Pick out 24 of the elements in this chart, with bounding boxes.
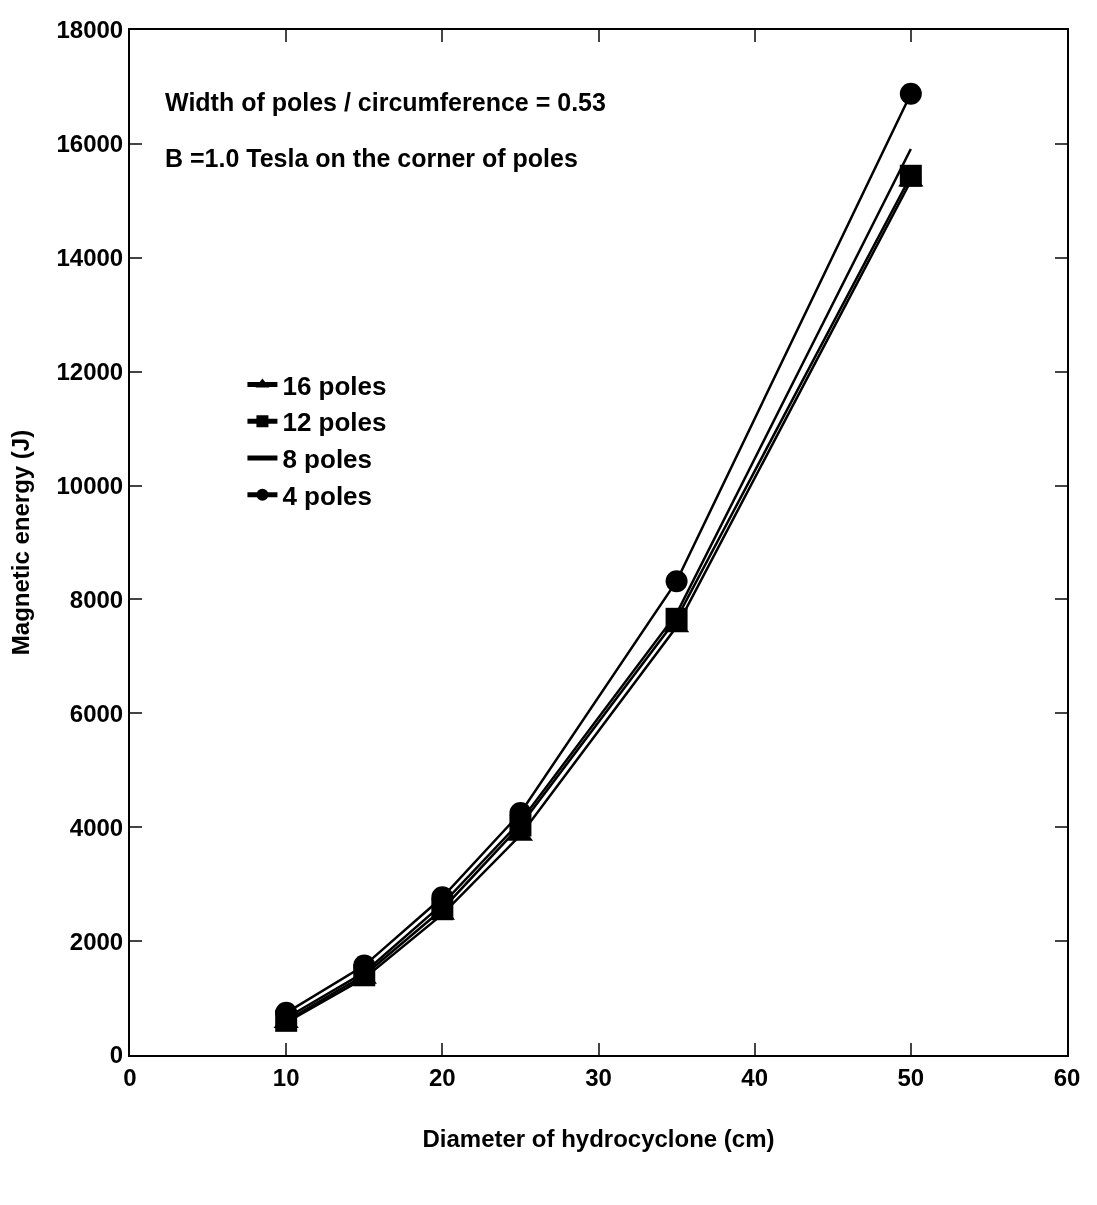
y-tick-label: 0 [109,1041,124,1069]
legend-label: 4 poles [282,480,373,511]
x-tick-label: 40 [741,1063,769,1091]
y-tick-label: 10000 [56,471,124,499]
y-tick-label: 14000 [56,244,124,272]
annotation: B =1.0 Tesla on the corner of poles [165,144,578,172]
y-axis-title: Magnetic energy (J) [7,429,35,656]
x-tick-label: 60 [1053,1063,1081,1091]
x-axis-title: Diameter of hydrocyclone (cm) [422,1124,775,1152]
x-tick-label: 20 [428,1063,456,1091]
annotation: Width of poles / circumference = 0.53 [165,88,606,116]
legend-label: 16 poles [282,370,387,401]
y-tick-label: 2000 [69,927,124,955]
y-tick-label: 16000 [56,130,124,158]
x-tick-label: 10 [272,1063,300,1091]
x-tick-label: 30 [585,1063,612,1091]
legend-label: 8 poles [282,444,373,475]
y-tick-label: 4000 [69,813,124,841]
y-tick-label: 8000 [69,585,124,613]
y-tick-label: 12000 [56,358,124,386]
y-tick-label: 6000 [69,699,124,727]
y-tick-label: 18000 [56,16,124,44]
legend-label: 12 poles [282,407,387,438]
x-tick-label: 50 [897,1063,925,1091]
